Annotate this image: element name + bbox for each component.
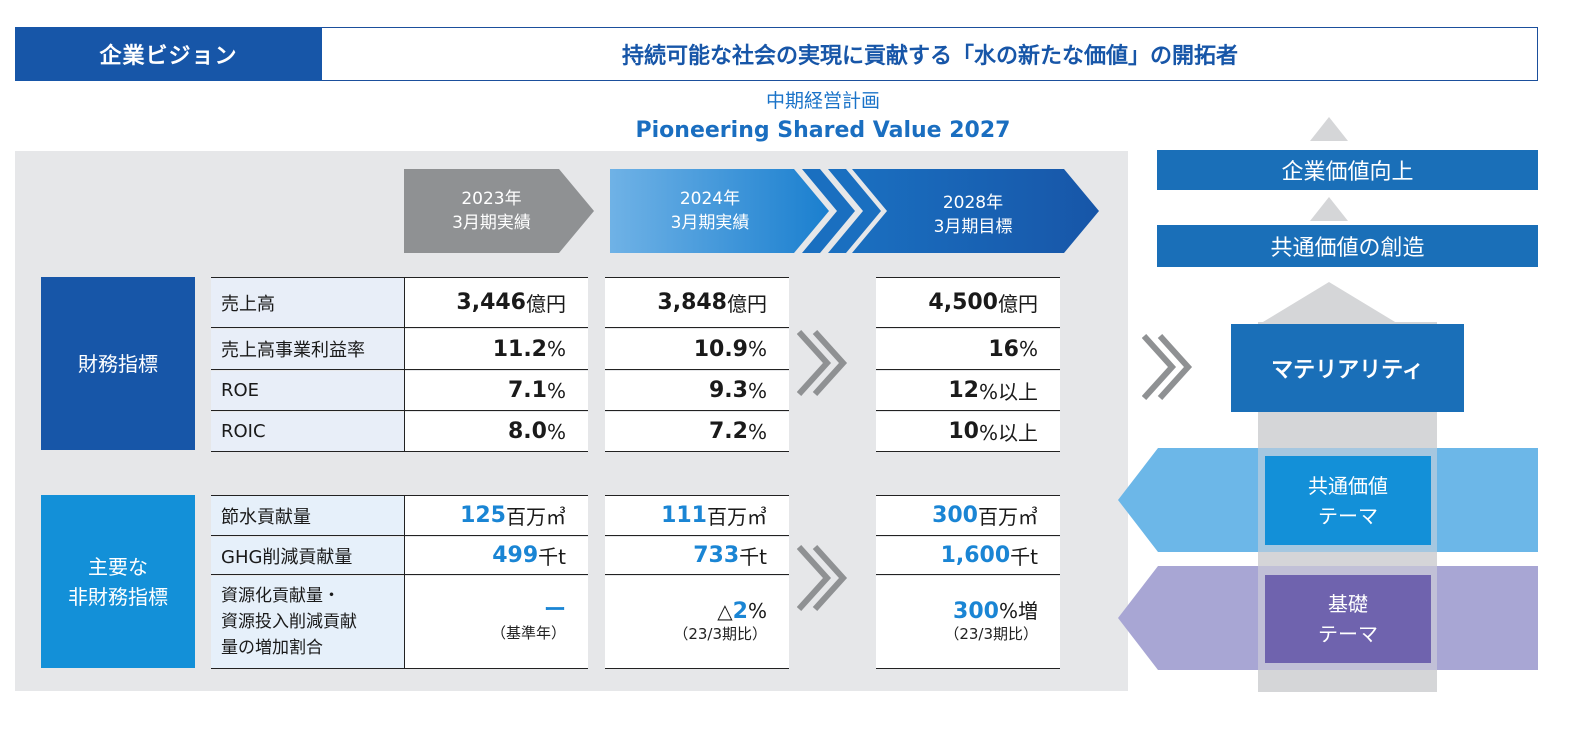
nf-cell-2024: 111 百万㎥	[605, 496, 789, 536]
nonfinancial-category: 主要な 非財務指標	[41, 495, 195, 668]
theme2-line1: 基礎	[1328, 592, 1368, 616]
vision-label: 企業ビジョン	[15, 27, 322, 81]
period-2023-year: 2023年	[461, 189, 522, 209]
shared-value-bar: 共通価値の創造	[1157, 225, 1538, 267]
resource-2024-note: （23/3期比）	[673, 624, 767, 643]
nf-row-label: 節水貢献量	[211, 496, 404, 536]
up-arrow-middle	[1310, 197, 1348, 221]
period-2028-arrow	[852, 169, 1099, 253]
period-2024-desc: 3月期実績	[670, 213, 750, 233]
resource-2023-value: ー	[543, 598, 566, 623]
period-2028-year: 2028年	[942, 193, 1004, 213]
fin-row-label: ROIC	[211, 412, 404, 452]
nf-cell-2028: 300 百万㎥	[876, 496, 1060, 536]
fin-cell-2023: 3,446 億円	[405, 278, 588, 328]
right-transition-chevrons	[1142, 334, 1193, 400]
fin-topline-b	[605, 277, 789, 278]
central-up-arrow	[1258, 282, 1400, 325]
period-2028-label: 2028年 3月期目標	[878, 173, 1068, 257]
resource-2023-note: （基準年）	[490, 624, 566, 642]
period-2024-arrow	[610, 169, 829, 253]
fin-cell-2028: 16%	[876, 329, 1060, 370]
nf-cell-2023-resource: ー （基準年）	[405, 576, 588, 669]
period-arrows	[404, 169, 1099, 253]
nf-cell-2024: 733 千t	[605, 537, 789, 575]
nf-cell-2024-resource: △2% （23/3期比）	[605, 576, 789, 669]
shared-value-theme-box: 共通価値 テーマ	[1265, 456, 1431, 545]
fin-row-label: ROE	[211, 371, 404, 411]
resource-label-line2: 資源投入削減貢献	[221, 612, 357, 632]
fin-cell-2023: 8.0%	[405, 412, 588, 452]
fin-cell-2024: 7.2%	[605, 412, 789, 452]
nonfinancial-label-line1: 主要な	[88, 554, 148, 579]
fin-cell-2028: 10 %以上	[876, 412, 1060, 452]
up-arrow-top	[1310, 117, 1348, 141]
fin-topline-a	[211, 277, 588, 278]
period-2024-year: 2024年	[679, 189, 741, 209]
resource-label-line3: 量の増加割合	[221, 638, 323, 658]
period-2024-label: 2024年 3月期実績	[620, 169, 800, 253]
fin-cell-2023: 7.1%	[405, 371, 588, 411]
fin-divider	[404, 278, 405, 452]
enterprise-value-bar: 企業価値向上	[1157, 150, 1538, 190]
resource-2028-note: （23/3期比）	[944, 624, 1038, 643]
period-2023-arrow	[404, 169, 594, 253]
nf-topline-b	[605, 495, 789, 496]
materiality-box: マテリアリティ	[1231, 324, 1464, 412]
period-connector-chevron-2	[828, 169, 881, 253]
nf-row-label: GHG削減貢献量	[211, 537, 404, 575]
fin-cell-2024: 3,848 億円	[605, 278, 789, 328]
theme1-line2: テーマ	[1318, 503, 1378, 528]
fin-topline-c	[876, 277, 1060, 278]
nf-row-label-resource: 資源化貢献量・ 資源投入削減貢献 量の増加割合	[211, 576, 404, 669]
period-connector-chevron-1	[802, 169, 855, 253]
vision-statement: 持続可能な社会の実現に貢献する「水の新たな価値」の開拓者	[621, 44, 1238, 69]
plan-title: 中期経営計画	[765, 90, 880, 112]
fin-cell-2023: 11.2%	[405, 329, 588, 370]
period-2028-desc: 3月期目標	[933, 217, 1013, 237]
period-2023-desc: 3月期実績	[452, 213, 531, 233]
theme2-line2: テーマ	[1318, 622, 1378, 646]
fin-cell-2024: 10.9%	[605, 329, 789, 370]
nf-cell-2023: 499 千t	[405, 537, 588, 575]
nf-cell-2028-resource: 300%増 （23/3期比）	[876, 576, 1060, 669]
nf-divider	[404, 496, 405, 669]
nf-cell-2023: 125 百万㎥	[405, 496, 588, 536]
fin-cell-2028: 12 %以上	[876, 371, 1060, 411]
fin-row-label: 売上高	[211, 278, 404, 328]
resource-label-line1: 資源化貢献量・	[221, 586, 340, 606]
theme1-line1: 共通価値	[1308, 473, 1388, 498]
financial-transition-chevrons	[797, 330, 848, 396]
nf-topline-a	[211, 495, 588, 496]
period-2023-label: 2023年 3月期実績	[404, 169, 579, 253]
nf-topline-c	[876, 495, 1060, 496]
fin-cell-2024: 9.3%	[605, 371, 789, 411]
nonfinancial-transition-chevrons	[797, 545, 848, 611]
foundation-theme-box: 基礎 テーマ	[1265, 575, 1431, 663]
nf-cell-2028: 1,600 千t	[876, 537, 1060, 575]
fin-row-label: 売上高事業利益率	[211, 329, 404, 370]
plan-subtitle: Pioneering Shared Value 2027	[635, 118, 1011, 143]
nonfinancial-label-line2: 非財務指標	[68, 584, 168, 609]
fin-cell-2028: 4,500 億円	[876, 278, 1060, 328]
financial-category: 財務指標	[41, 277, 195, 450]
